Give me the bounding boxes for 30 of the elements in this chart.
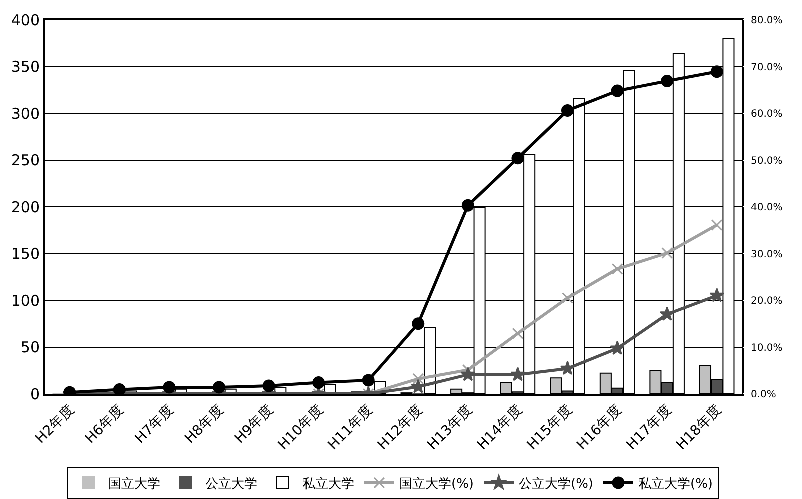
y-tick-label: 200 — [11, 198, 40, 216]
legend-label: 国立大学(%) — [400, 476, 474, 492]
y-tick-label: 150 — [11, 245, 40, 263]
x-tick-label: H9年度 — [232, 402, 277, 448]
y-tick-label: 0 — [30, 385, 40, 404]
y-tick-label: 250 — [11, 152, 40, 170]
y-tick-label: 50 — [20, 338, 40, 356]
y2-tick-label: 30.0% — [751, 249, 783, 260]
legend-label: 私立大学(%) — [638, 476, 713, 492]
legend-label: 国立大学 — [108, 476, 160, 492]
y2-tick-label: 40.0% — [751, 202, 783, 214]
x-tick-label: H11年度 — [325, 402, 376, 454]
y2-tick-label: 50.0% — [751, 156, 783, 167]
x-tick-label: H6年度 — [82, 402, 128, 448]
x-tick-label: H8年度 — [182, 402, 228, 448]
legend-label: 私立大学 — [302, 476, 354, 492]
y-tick-label: 300 — [11, 104, 40, 123]
y-tick-label: 100 — [11, 292, 40, 310]
y2-tick-label: 60.0% — [751, 109, 783, 120]
y2-tick-label: 80.0% — [751, 16, 783, 26]
y-tick-label: 400 — [11, 11, 40, 30]
legend-label: 公立大学(%) — [519, 476, 594, 492]
x-tick-label: H7年度 — [132, 402, 178, 448]
y2-tick-label: 10.0% — [751, 342, 783, 354]
y2-tick-label: 0.0% — [751, 390, 776, 400]
y-tick-label: 350 — [11, 58, 40, 76]
y2-tick-label: 70.0% — [751, 62, 783, 74]
y2-tick-label: 20.0% — [751, 296, 783, 307]
x-tick-label: H2年度 — [32, 402, 78, 448]
legend-label: 公立大学 — [206, 476, 258, 492]
